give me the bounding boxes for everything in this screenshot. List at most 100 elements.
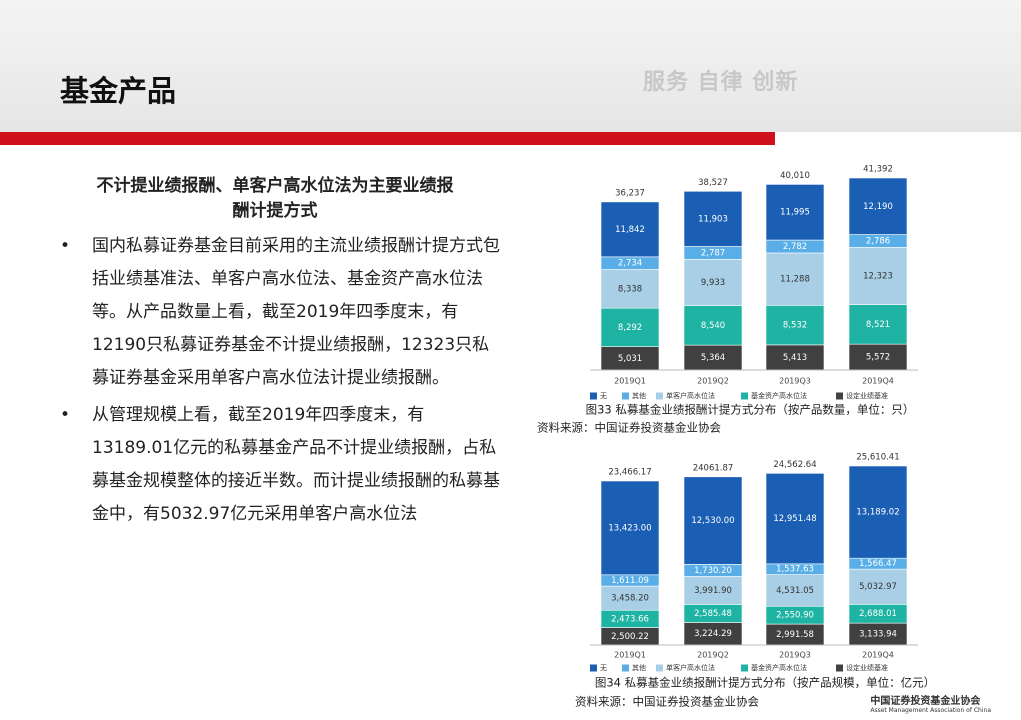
total-label: 24,562.64 — [773, 460, 816, 470]
legend-label: 无 — [600, 392, 607, 400]
legend-label: 基金资产高水位法 — [751, 391, 807, 400]
value-label: 1,730.20 — [694, 566, 732, 576]
value-label: 2,688.01 — [859, 609, 897, 619]
legend-swatch — [741, 392, 748, 400]
x-tick-label: 2019Q3 — [779, 651, 811, 660]
bar-segment — [765, 184, 825, 241]
logo: 中国证券投资基金业协会 Asset Management Association… — [870, 692, 991, 714]
total-label: 40,010 — [780, 171, 810, 181]
legend-swatch — [836, 664, 843, 672]
value-label: 2,473.66 — [611, 614, 649, 624]
legend-label: 其他 — [632, 391, 646, 400]
value-label: 2,734 — [618, 259, 642, 269]
value-label: 13,423.00 — [608, 523, 651, 533]
x-tick-label: 2019Q4 — [862, 377, 894, 386]
chart-caption: 图34 私募基金业绩报酬计提方式分布（按产品规模，单位：亿元） — [595, 676, 935, 690]
value-label: 5,032.97 — [859, 582, 897, 592]
bar-segment — [848, 177, 908, 235]
x-tick-label: 2019Q2 — [697, 651, 729, 660]
value-label: 12,951.48 — [773, 514, 816, 524]
bar-segment — [765, 344, 825, 371]
value-label: 11,842 — [615, 225, 645, 235]
legend-label: 单客户高水位法 — [666, 391, 715, 400]
bar-segment — [765, 473, 825, 565]
x-tick-label: 2019Q3 — [779, 377, 811, 386]
bar-segment — [600, 307, 660, 347]
total-label: 24061.87 — [693, 463, 734, 473]
value-label: 2,500.22 — [611, 632, 649, 642]
chart-caption: 图33 私募基金业绩报酬计提方式分布（按产品数量，单位：只） — [586, 403, 915, 417]
logo-english: Asset Management Association of China — [870, 707, 991, 714]
x-tick-label: 2019Q2 — [697, 377, 729, 386]
value-label: 1,611.09 — [611, 576, 649, 586]
legend-swatch — [622, 664, 629, 672]
bar-segment — [600, 201, 660, 258]
value-label: 3,133.94 — [859, 630, 897, 640]
bar-segment — [848, 304, 908, 345]
chart-source: 资料来源：中国证券投资基金业协会 — [575, 695, 759, 709]
bar-segment — [600, 269, 660, 309]
value-label: 3,458.20 — [611, 594, 649, 604]
value-label: 5,413 — [783, 353, 807, 363]
bar-segment — [848, 465, 908, 559]
bullet: 从管理规模上看，截至2019年四季度末，有13189.01亿元的私募基金产品不计… — [60, 399, 500, 531]
value-label: 2,585.48 — [694, 609, 732, 619]
bar-segment — [848, 568, 908, 605]
value-label: 2,782 — [783, 242, 807, 252]
red-bar — [0, 132, 775, 145]
chart-source: 资料来源：中国证券投资基金业协会 — [537, 421, 721, 435]
total-label: 41,392 — [863, 165, 893, 175]
value-label: 11,995 — [780, 208, 810, 218]
legend-swatch — [836, 392, 843, 400]
value-label: 5,572 — [866, 353, 890, 363]
value-label: 12,530.00 — [691, 516, 734, 526]
value-label: 8,338 — [618, 284, 642, 294]
value-label: 3,224.29 — [694, 629, 732, 639]
total-label: 38,527 — [698, 178, 728, 188]
legend-label: 基金资产高水位法 — [751, 663, 807, 672]
value-label: 8,540 — [701, 321, 725, 331]
value-label: 5,364 — [701, 353, 725, 363]
value-label: 2,991.58 — [776, 630, 814, 640]
slide-title: 基金产品 — [60, 74, 177, 108]
value-label: 12,190 — [863, 202, 893, 212]
value-label: 1,566.47 — [859, 559, 897, 569]
legend-label: 无 — [600, 664, 607, 672]
value-label: 5,031 — [618, 354, 642, 364]
legend-label: 单客户高水位法 — [666, 663, 715, 672]
bar-segment — [683, 576, 743, 605]
value-label: 3,991.90 — [694, 586, 732, 596]
slogan: 服务 自律 创新 — [643, 70, 799, 95]
bar-segment — [848, 247, 908, 305]
bar-segment — [765, 574, 825, 607]
bar-segment — [848, 343, 908, 371]
value-label: 2,786 — [866, 237, 890, 247]
x-tick-label: 2019Q1 — [614, 651, 646, 660]
legend-swatch — [590, 392, 597, 400]
bullet: 国内私募证券基金目前采用的主流业绩报酬计提方式包括业绩基准法、单客户高水位法、基… — [60, 230, 500, 395]
bar-segment — [600, 480, 660, 576]
value-label: 8,532 — [783, 321, 807, 331]
value-label: 4,531.05 — [776, 586, 814, 596]
value-label: 2,550.90 — [776, 611, 814, 621]
bar-segment — [683, 305, 743, 346]
legend-label: 其他 — [632, 663, 646, 672]
subtitle: 不计提业绩报酬、单客户高水位法为主要业绩报酬计提方式 — [96, 176, 454, 221]
value-label: 9,933 — [701, 278, 725, 288]
legend-swatch — [656, 664, 663, 672]
total-label: 36,237 — [615, 188, 645, 198]
legend-swatch — [656, 392, 663, 400]
value-label: 8,292 — [618, 323, 642, 333]
bar-segment — [683, 190, 743, 247]
bar-segment — [600, 585, 660, 611]
bar-segment — [683, 259, 743, 306]
header-band — [0, 0, 1021, 132]
value-label: 12,323 — [863, 272, 893, 282]
value-label: 2,787 — [701, 248, 725, 258]
x-tick-label: 2019Q4 — [862, 651, 894, 660]
bar-segment — [683, 476, 743, 565]
value-label: 8,521 — [866, 320, 890, 330]
legend-label: 设定业绩基准 — [846, 391, 888, 400]
